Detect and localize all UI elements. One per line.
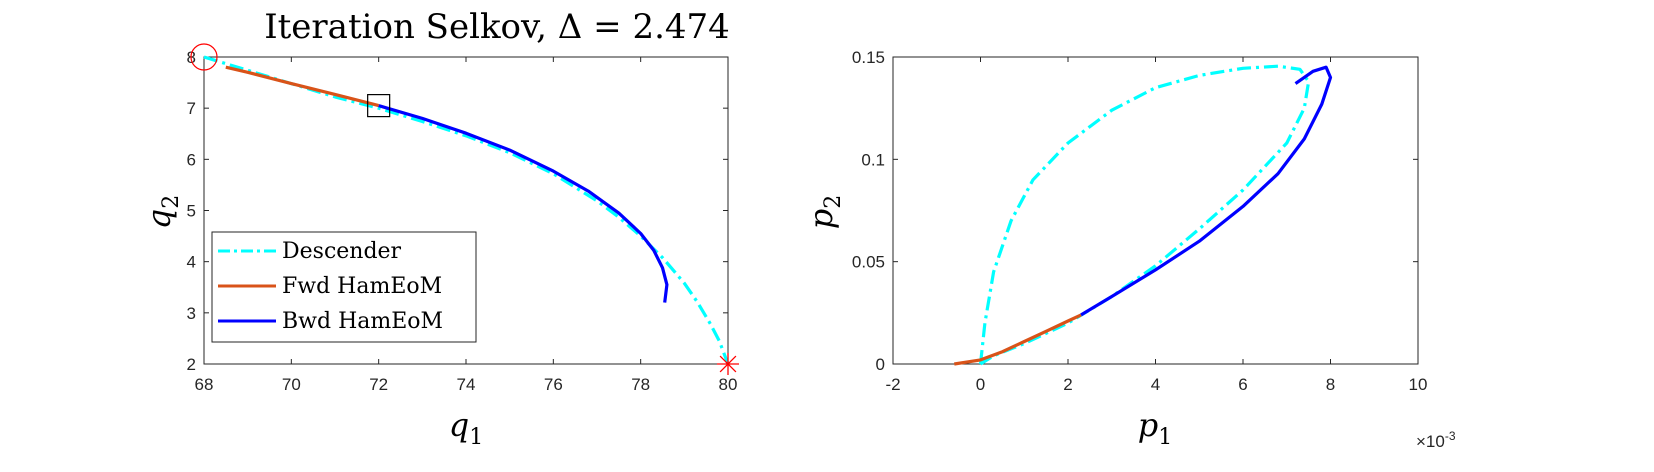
left-plot-x-label: q1 xyxy=(449,406,483,450)
x-tick-label: 8 xyxy=(1326,375,1335,394)
x-tick-label: 76 xyxy=(544,375,563,394)
left-plot-x-label-symbol: q xyxy=(449,406,469,444)
legend-label-fwd: Fwd HamEoM xyxy=(282,274,442,299)
y-tick-label: 0.1 xyxy=(861,150,885,169)
x-tick-label: 80 xyxy=(719,375,738,394)
left-plot-series xyxy=(203,55,730,365)
legend-label-bwd: Bwd HamEoM xyxy=(282,309,443,334)
x-tick-label: 70 xyxy=(282,375,301,394)
right-plot-x-label: p1 xyxy=(1138,406,1172,450)
marker-start-circle xyxy=(190,43,218,71)
left-plot: Iteration Selkov, Δ = 2.474 68 70 72 74 76 78… xyxy=(140,7,739,450)
x-tick-label: 78 xyxy=(631,375,650,394)
right-plot-x-label-symbol: p xyxy=(1138,406,1158,444)
right-plot-x-label-subscript: 1 xyxy=(1158,425,1172,450)
right-plot-axes-frame xyxy=(892,56,1419,365)
left-plot-title: Iteration Selkov, Δ = 2.474 xyxy=(264,7,730,47)
series-line-fwd-hameom xyxy=(225,65,380,108)
x-tick-label: 74 xyxy=(457,375,476,394)
left-plot-legend: Descender Fwd HamEoM Bwd HamEoM xyxy=(211,231,477,343)
left-plot-y-label: q2 xyxy=(140,195,184,229)
marker-junction-square xyxy=(367,94,391,118)
y-tick-label: 4 xyxy=(187,253,196,272)
x-axis-multiplier-exponent: -3 xyxy=(1445,429,1456,443)
series-line-descender xyxy=(978,64,1311,366)
right-plot-series xyxy=(954,64,1333,366)
y-tick-label: 3 xyxy=(187,304,196,323)
y-tick-label: 7 xyxy=(187,99,196,118)
x-axis-multiplier: ×10 xyxy=(1416,432,1445,451)
x-tick-label: 4 xyxy=(1151,375,1160,394)
x-axis-exponent-label: ×10-3 xyxy=(1416,429,1456,451)
y-tick-label: 6 xyxy=(187,150,196,169)
left-plot-x-label-subscript: 1 xyxy=(469,425,483,450)
marker-end-star xyxy=(717,353,739,375)
left-plot-y-label-subscript: 2 xyxy=(159,195,184,209)
y-tick-label: 0.15 xyxy=(852,48,885,67)
legend-label-descender: Descender xyxy=(282,239,402,264)
series-line-descender xyxy=(203,55,730,365)
right-plot-y-label-symbol: p xyxy=(802,209,840,229)
y-tick-label: 0.05 xyxy=(852,253,885,272)
right-plot-y-label-subscript: 2 xyxy=(821,195,846,209)
left-plot-y-label-symbol: q xyxy=(140,209,178,229)
series-line-fwd-hameom xyxy=(954,313,1082,366)
y-tick-label: 2 xyxy=(187,355,196,374)
x-tick-label: 72 xyxy=(369,375,388,394)
right-plot-y-label: p2 xyxy=(802,195,846,229)
x-tick-label: 10 xyxy=(1409,375,1428,394)
series-line-bwd-hameom xyxy=(378,104,669,303)
series-line-bwd-hameom xyxy=(1080,65,1333,317)
y-tick-label: 5 xyxy=(187,202,196,221)
y-tick-label: 0 xyxy=(876,355,885,374)
x-tick-label: 0 xyxy=(976,375,985,394)
x-tick-label: 68 xyxy=(195,375,214,394)
x-tick-label: 2 xyxy=(1063,375,1072,394)
x-tick-label: -2 xyxy=(885,375,900,394)
left-plot-markers xyxy=(190,43,739,375)
x-tick-label: 6 xyxy=(1238,375,1247,394)
